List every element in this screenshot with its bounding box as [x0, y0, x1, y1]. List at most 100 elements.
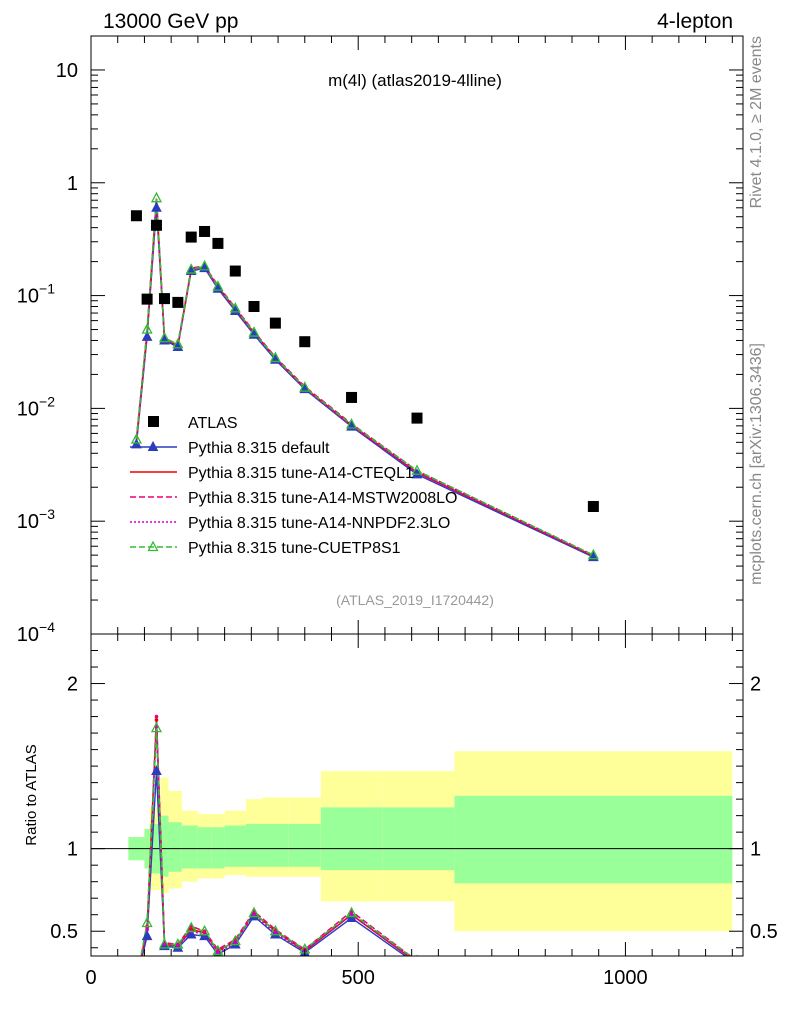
stat-band: [320, 807, 383, 871]
ratio-marker: [346, 911, 357, 923]
upper-marker: [130, 433, 143, 444]
atlas-point: [141, 293, 153, 305]
stat-band: [288, 823, 321, 867]
ratio-marker: [252, 912, 256, 917]
legend-label: Pythia 8.315 tune-CUETP8S1: [188, 540, 401, 557]
ratio-marker: [349, 912, 354, 917]
ratio-tick-label-right: 2: [750, 674, 761, 696]
ratio-marker: [415, 961, 419, 965]
upper-line-5: [135, 198, 594, 556]
y-tick-label: 10−4: [17, 619, 55, 646]
ratio-tick-label-right: 0.5: [750, 921, 778, 943]
upper-marker: [141, 330, 153, 341]
lower-series-markers: [132, 714, 422, 985]
upper-marker: [150, 191, 163, 203]
atlas-point: [411, 412, 423, 424]
mcplots-label: mcplots.cern.ch [arXiv:1306.3436]: [748, 343, 765, 585]
legend: ATLAS Pythia 8.315 default Pythia 8.315 tu…: [130, 415, 457, 557]
y-tick-label: 10: [56, 60, 78, 82]
y-tick-base: 10: [17, 624, 39, 646]
uncertainty-bands: [128, 751, 733, 932]
upper-marker: [151, 201, 162, 212]
ratio-tick-label-left: 2: [67, 674, 78, 696]
ratio-tick-label-left: 0.5: [50, 921, 78, 943]
atlas-point: [199, 225, 211, 237]
ratio-line-1: [141, 771, 407, 956]
y-tick-label: 10−3: [17, 506, 55, 533]
ratio-line-4: [140, 726, 410, 956]
lower-series-lines: [140, 716, 412, 956]
ratio-marker: [416, 954, 418, 956]
y-tick-exp: −1: [39, 281, 55, 297]
y-tick-base: 10: [17, 398, 39, 420]
ratio-marker: [145, 927, 149, 932]
legend-label: Pythia 8.315 tune-A14-NNPDF2.3LO: [188, 515, 450, 532]
upper-marker: [269, 351, 281, 363]
ratio-marker: [413, 959, 422, 968]
ratio-marker: [198, 924, 211, 936]
ratio-marker: [233, 940, 238, 945]
legend-label: ATLAS: [188, 415, 238, 432]
ratio-marker: [158, 938, 171, 949]
y-tick-exp: −2: [39, 393, 55, 409]
ratio-marker: [212, 944, 224, 956]
ratio-tick-label-left: 1: [67, 839, 78, 861]
atlas-point: [172, 296, 184, 308]
legend-marker: [147, 440, 159, 451]
legend-label: Pythia 8.315 tune-A14-MSTW2008LO: [188, 490, 457, 507]
header-right: 4-lepton: [657, 10, 733, 33]
upper-marker: [248, 326, 260, 337]
ratio-marker: [273, 931, 278, 935]
ratio-marker: [162, 942, 167, 947]
upper-marker: [141, 323, 153, 334]
ratio-marker: [141, 916, 153, 928]
stat-band: [382, 807, 455, 871]
y-tick-exp: −4: [39, 619, 55, 635]
upper-marker: [172, 337, 184, 349]
upper-marker: [345, 418, 358, 429]
atlas-point: [587, 500, 599, 512]
x-tick-label: 500: [342, 967, 375, 989]
y-tick-base: 10: [17, 286, 39, 308]
ratio-marker: [185, 928, 197, 939]
atlas-point: [130, 210, 142, 222]
y-tick-base: 10: [17, 511, 39, 533]
upper-marker: [185, 263, 197, 274]
legend-label: Pythia 8.315 tune-A14-CTEQL1: [188, 465, 414, 482]
atlas-point: [346, 391, 358, 403]
ratio-marker: [154, 714, 159, 719]
ratio-marker: [132, 976, 141, 985]
ratio-marker: [415, 961, 419, 965]
upper-marker: [198, 259, 211, 271]
stat-band: [168, 822, 182, 872]
watermark: (ATLAS_2019_I1720442): [336, 592, 494, 608]
legend-atlas-symbol: [148, 416, 159, 427]
ratio-marker: [172, 938, 184, 949]
upper-marker: [299, 381, 311, 392]
upper-series-markers: [130, 191, 599, 562]
ratio-marker: [229, 934, 241, 946]
y-tick-label: 10−1: [17, 281, 55, 308]
ratio-marker: [269, 924, 281, 936]
atlas-point: [248, 301, 260, 313]
ratio-marker: [345, 906, 358, 918]
chart-title: m(4l) (atlas2019-4lline): [328, 71, 502, 90]
stat-band: [262, 823, 289, 867]
ratio-marker: [141, 930, 153, 941]
ratio-marker: [202, 929, 207, 934]
ratio-marker: [132, 976, 141, 985]
ratio-marker: [415, 959, 419, 963]
ratio-marker: [248, 906, 260, 918]
atlas-point: [269, 317, 281, 329]
ratio-ylabel: Ratio to ATLAS: [23, 744, 40, 845]
y-tick-label: 10−2: [17, 393, 55, 420]
ratio-marker: [135, 979, 139, 983]
atlas-point: [158, 293, 170, 305]
ratio-marker: [135, 979, 139, 983]
legend-label: Pythia 8.315 default: [188, 440, 330, 457]
legend-marker: [147, 540, 159, 552]
upper-marker: [229, 301, 241, 313]
y-tick-exp: −3: [39, 506, 55, 522]
